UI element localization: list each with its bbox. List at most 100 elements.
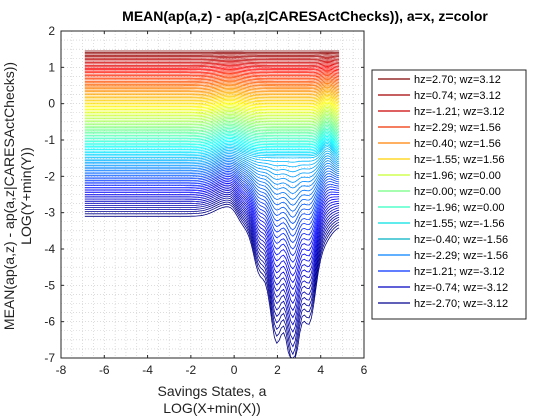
series-line [84, 69, 340, 73]
x-tick-label: 0 [231, 363, 238, 377]
series-line [84, 117, 340, 127]
y-tick-label: -1 [44, 133, 55, 147]
series-line [84, 101, 340, 109]
series-line [84, 82, 340, 88]
legend-label: hz=-0.40; wz=-1.56 [414, 234, 508, 246]
y-axis-label-line2: LOG(Y+min(Y)) [18, 147, 34, 245]
series-line [84, 121, 340, 132]
series-line [84, 71, 340, 75]
series-line [84, 167, 340, 225]
series-line [84, 80, 340, 85]
legend-label: hz=-2.29; wz=-1.56 [414, 250, 508, 262]
y-tick-label: -2 [44, 169, 55, 183]
legend-label: hz=-1.21; wz=3.12 [414, 106, 505, 118]
x-tick-label: -6 [99, 363, 110, 377]
series-line [84, 86, 340, 92]
series-line [84, 57, 340, 59]
y-tick-label: -3 [44, 206, 55, 220]
series-line [84, 157, 340, 189]
series-line [84, 92, 340, 98]
series-line [84, 134, 340, 146]
legend-label: hz=1.21; wz=-3.12 [414, 266, 505, 278]
series-line [84, 65, 340, 69]
series-line [84, 64, 340, 68]
legend-label: hz=1.55; wz=-1.56 [414, 218, 505, 230]
y-tick-label: -5 [44, 278, 55, 292]
y-tick-label: 1 [48, 60, 55, 74]
series-line [84, 109, 340, 118]
series-line [84, 58, 340, 60]
series-line [84, 174, 340, 250]
ticks-layer: -8 -6 -4 -2 0 2 4 6 2 1 0 -1 -2 -3 -4 -5 -6 -7 [44, 24, 367, 377]
series-line [84, 126, 340, 136]
series-line [84, 172, 340, 244]
series-line [84, 177, 340, 263]
series-line [84, 148, 340, 163]
series-line [84, 100, 340, 107]
series-line [84, 164, 340, 212]
legend-label: hz=-2.70; wz=-3.12 [414, 298, 508, 310]
x-axis-label-line2: LOG(X+min(X)) [163, 400, 261, 416]
series-line [84, 85, 340, 91]
series-line [84, 78, 340, 84]
series-line [84, 76, 340, 81]
legend-label: hz=-1.55; wz=1.56 [414, 154, 505, 166]
series-line [84, 137, 340, 149]
legend-label: hz=2.29; wz=1.56 [414, 122, 501, 134]
legend-label: hz=1.96; wz=0.00 [414, 170, 501, 182]
series-line [84, 156, 340, 183]
series-line [84, 89, 340, 95]
legend-label: hz=-1.96; wz=0.00 [414, 202, 505, 214]
series-line [84, 84, 340, 90]
x-tick-label: -4 [142, 363, 153, 377]
series-line [84, 201, 340, 356]
series-line [84, 67, 340, 71]
series-line [84, 94, 340, 101]
series-line [84, 191, 340, 319]
series-line [84, 96, 340, 103]
curves-layer [84, 50, 340, 359]
series-line [84, 77, 340, 82]
series-line [84, 141, 340, 154]
series-line [84, 170, 340, 237]
series-line [84, 197, 340, 341]
y-tick-label: -6 [44, 315, 55, 329]
series-line [84, 184, 340, 291]
series-line [84, 90, 340, 97]
series-line [84, 62, 340, 65]
series-line [84, 159, 340, 195]
series-line [84, 203, 340, 359]
series-line [84, 59, 340, 62]
legend-label: hz=-0.74; wz=-3.12 [414, 282, 508, 294]
series-line [84, 199, 340, 348]
series-line [84, 104, 340, 112]
series-line [84, 114, 340, 124]
series-line [84, 68, 340, 72]
series-line [84, 182, 340, 284]
x-tick-label: 4 [317, 363, 324, 377]
legend-label: hz=0.00; wz=0.00 [414, 186, 501, 198]
series-line [84, 120, 340, 130]
series-line [84, 128, 340, 139]
series-line [84, 162, 340, 206]
series-line [84, 188, 340, 305]
chart-title: MEAN(ap(a,z) - ap(a,z|CARESActChecks)), … [122, 8, 488, 24]
x-tick-label: 6 [361, 363, 368, 377]
legend-label: hz=2.70; wz=3.12 [414, 74, 501, 86]
x-tick-label: -2 [186, 363, 197, 377]
series-line [84, 150, 340, 168]
series-line [84, 108, 340, 116]
legend-label: hz=0.74; wz=3.12 [414, 90, 501, 102]
series-line [84, 140, 340, 152]
series-line [84, 135, 340, 147]
series-line [84, 72, 340, 76]
series-line [84, 169, 340, 231]
series-line [84, 154, 340, 178]
series-line [84, 152, 340, 173]
y-tick-label: -7 [44, 351, 55, 365]
y-tick-label: -4 [44, 242, 55, 256]
series-line [84, 98, 340, 106]
legend-label: hz=0.40; wz=1.56 [414, 138, 501, 150]
x-tick-label: -8 [56, 363, 67, 377]
